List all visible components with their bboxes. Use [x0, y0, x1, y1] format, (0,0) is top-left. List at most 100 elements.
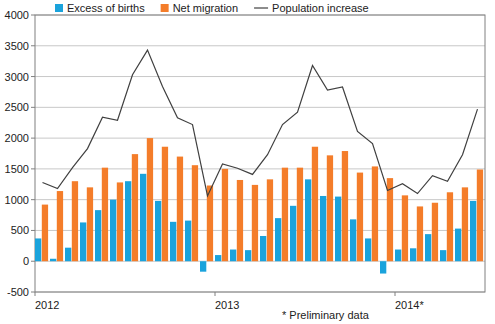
bar: [117, 182, 123, 261]
y-tick-label: 1000: [5, 194, 29, 206]
bar: [440, 250, 446, 261]
y-tick-label: 2500: [5, 101, 29, 113]
y-tick-label: 1500: [5, 163, 29, 175]
y-tick: [31, 15, 35, 16]
bar: [410, 248, 416, 261]
line: [43, 50, 478, 196]
bar: [252, 185, 258, 261]
y-tick-label: 4000: [5, 9, 29, 21]
y-tick: [31, 168, 35, 169]
bar: [155, 201, 161, 261]
bar: [305, 179, 311, 261]
y-tick-label: -500: [7, 286, 29, 298]
grid-line: [35, 45, 485, 46]
bar: [312, 147, 318, 261]
bar: [327, 155, 333, 261]
bar: [222, 169, 228, 261]
legend-swatch: [254, 7, 268, 8]
bar: [87, 187, 93, 261]
bar: [95, 210, 101, 261]
bar: [35, 238, 41, 261]
grid-line: [35, 76, 485, 77]
bar: [237, 180, 243, 261]
x-tick: [395, 292, 396, 296]
bar: [147, 138, 153, 261]
y-tick: [31, 107, 35, 108]
bar: [42, 205, 48, 262]
x-tick-label: 2013: [215, 299, 239, 311]
y-tick: [31, 138, 35, 139]
y-tick: [31, 230, 35, 231]
bar: [297, 168, 303, 262]
bar: [230, 250, 236, 262]
bar: [57, 191, 63, 261]
bar: [162, 147, 168, 261]
bar: [425, 234, 431, 261]
bar: [170, 222, 176, 261]
y-tick: [31, 45, 35, 46]
bar: [50, 259, 56, 261]
bar: [132, 154, 138, 261]
x-tick-label: 2012: [35, 299, 59, 311]
y-tick-label: 3500: [5, 40, 29, 52]
bar: [380, 261, 386, 273]
grid-line: [35, 107, 485, 108]
bar: [125, 181, 131, 261]
y-tick-label: 2000: [5, 132, 29, 144]
bar: [267, 179, 273, 261]
bar: [477, 170, 483, 262]
y-tick: [31, 292, 35, 293]
bar: [102, 168, 108, 262]
legend-label: Excess of births: [67, 2, 145, 14]
bar: [417, 206, 423, 261]
bar: [432, 203, 438, 261]
bar: [402, 195, 408, 261]
y-tick: [31, 199, 35, 200]
bar: [80, 222, 86, 261]
bar: [72, 181, 78, 261]
bar: [140, 174, 146, 261]
bar: [207, 186, 213, 262]
bar: [320, 196, 326, 261]
bar: [110, 200, 116, 262]
bar: [395, 250, 401, 262]
y-tick: [31, 261, 35, 262]
bar: [455, 229, 461, 262]
bar: [447, 192, 453, 261]
bar: [65, 248, 71, 262]
bar: [342, 151, 348, 261]
legend-label: Net migration: [173, 2, 238, 14]
y-tick: [31, 76, 35, 77]
legend-label: Population increase: [272, 2, 369, 14]
plot-frame: [35, 15, 485, 292]
y-tick-label: 500: [11, 224, 29, 236]
plot-area: [35, 50, 483, 273]
grid-line: [35, 138, 485, 139]
bar: [335, 197, 341, 262]
bar: [365, 238, 371, 261]
annotation: * Preliminary data: [282, 309, 370, 321]
bar: [372, 166, 378, 261]
bar: [215, 255, 221, 261]
bar: [260, 236, 266, 261]
chart: -500 0 500 1000 1500 2000 2500 3000 3500 4000 2012…: [0, 0, 495, 324]
bar: [350, 219, 356, 261]
legend-swatch: [161, 4, 169, 12]
bar: [462, 187, 468, 261]
x-tick: [35, 292, 36, 296]
bar: [357, 173, 363, 262]
bar: [200, 261, 206, 271]
bar: [177, 157, 183, 262]
bar: [192, 165, 198, 261]
x-tick: [215, 292, 216, 296]
x-tick-label: 2014*: [395, 299, 424, 311]
bar: [282, 168, 288, 262]
bar: [275, 218, 281, 261]
bar: [470, 201, 476, 261]
bar: [245, 250, 251, 261]
legend-swatch: [55, 4, 63, 12]
bar: [290, 206, 296, 261]
bar: [185, 221, 191, 262]
y-tick-label: 0: [23, 255, 29, 267]
y-tick-label: 3000: [5, 71, 29, 83]
